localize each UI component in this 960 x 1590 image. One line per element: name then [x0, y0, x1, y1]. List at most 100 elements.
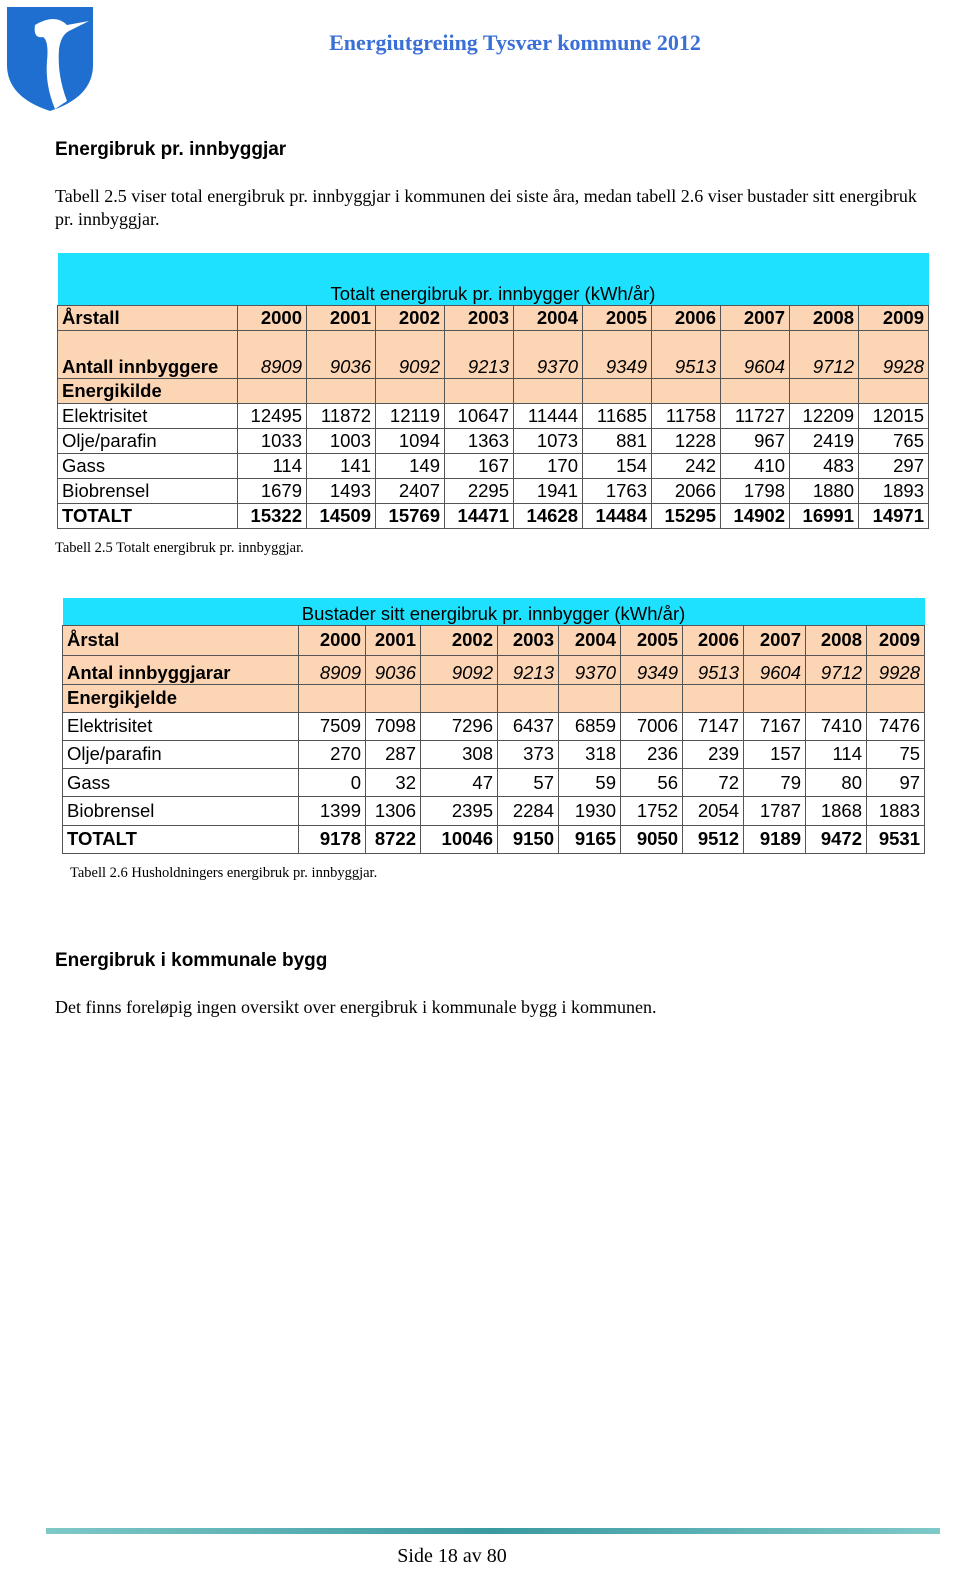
- row-label: Elektrisitet: [62, 711, 299, 741]
- cell: 9036: [365, 654, 421, 685]
- cell: 157: [743, 739, 806, 770]
- cell: 59: [558, 768, 621, 798]
- cell: 11444: [513, 402, 583, 429]
- cell: 141: [306, 452, 376, 479]
- caption: Tabell 2.6 Husholdningers energibruk pr.…: [70, 865, 378, 881]
- cell: 1798: [720, 477, 790, 504]
- table-row: TOTALT 15322 14509 15769 14471 14628 14484 1529…: [57, 502, 930, 529]
- cell: 0: [298, 768, 366, 798]
- heading: Energibruk i kommunale bygg: [55, 950, 328, 971]
- cell: 47: [420, 768, 498, 798]
- table-row: Antall innbyggere 8909 9036 9092 9213 9370 934…: [57, 329, 930, 379]
- year-cell: 2007: [743, 624, 806, 656]
- cell: 7476: [865, 711, 926, 741]
- cell: 14971: [857, 502, 930, 529]
- cell: 154: [582, 452, 652, 479]
- cell: 9213: [444, 329, 514, 379]
- empty-cell: [298, 683, 366, 713]
- cell: 9165: [558, 824, 621, 854]
- table-row: TOTALT 9178 8722 10046 9150 9165 9050 9512 9189 9…: [62, 824, 926, 854]
- empty-cell: [720, 377, 790, 404]
- data-table: Totalt energibruk pr. innbygger (kWh/år)…: [57, 253, 930, 529]
- empty-cell: [857, 377, 930, 404]
- empty-cell: [306, 377, 376, 404]
- cell: 1763: [582, 477, 652, 504]
- data-table: Bustader sitt energibruk pr. innbygger (…: [62, 598, 926, 854]
- cell: 14902: [720, 502, 790, 529]
- table-title: Bustader sitt energibruk pr. innbygger (…: [62, 598, 925, 625]
- cell: 9370: [513, 329, 583, 379]
- cell: 56: [620, 768, 683, 798]
- cell: 7167: [743, 711, 806, 741]
- year-cell: 2006: [682, 624, 744, 656]
- empty-cell: [865, 683, 926, 713]
- row-label: Biobrensel: [62, 796, 299, 826]
- table-row: Biobrensel 1679 1493 2407 2295 1941 1763 2066 17…: [57, 477, 930, 504]
- cell: 9712: [805, 654, 867, 685]
- empty-cell: [789, 377, 859, 404]
- cell: 14628: [513, 502, 583, 529]
- cell: 9349: [620, 654, 683, 685]
- cell: 7147: [682, 711, 744, 741]
- cell: 114: [237, 452, 307, 479]
- page-number: Side 18 av 80: [397, 1545, 507, 1567]
- table-row: Bustader sitt energibruk pr. innbygger (…: [62, 598, 925, 625]
- cell: 9178: [298, 824, 366, 854]
- cell: 9349: [582, 329, 652, 379]
- cell: 10046: [420, 824, 498, 854]
- table-row: Antal innbyggjarar 8909 9036 9092 9213 9370 93…: [62, 654, 926, 685]
- year-cell: 2003: [497, 624, 559, 656]
- year-cell: 2004: [558, 624, 621, 656]
- cell: 1073: [513, 427, 583, 454]
- cell: 9513: [682, 654, 744, 685]
- row-label: Energikjelde: [62, 683, 299, 713]
- year-cell: 2008: [805, 624, 867, 656]
- cell: 14509: [306, 502, 376, 529]
- cell: 236: [620, 739, 683, 770]
- row-label: Olje/parafin: [57, 427, 238, 454]
- cell: 1893: [857, 477, 930, 504]
- paragraph: Tabell 2.5 viser total energibruk pr. in…: [55, 186, 917, 229]
- year-cell: 2002: [375, 304, 445, 331]
- cell: 114: [805, 739, 867, 770]
- cell: 9513: [651, 329, 721, 379]
- cell: 6859: [558, 711, 621, 741]
- cell: 308: [420, 739, 498, 770]
- empty-cell: [582, 377, 652, 404]
- cell: 12119: [375, 402, 445, 429]
- cell: 7296: [420, 711, 498, 741]
- cell: 242: [651, 452, 721, 479]
- cell: 75: [865, 739, 926, 770]
- table-row: Energikjelde: [62, 683, 926, 713]
- table-row: Gass 114 141 149 167 170 154 242 410 483 297: [57, 452, 930, 479]
- cell: 72: [682, 768, 744, 798]
- year-cell: 2005: [582, 304, 652, 331]
- cell: 9928: [865, 654, 926, 685]
- cell: 1003: [306, 427, 376, 454]
- cell: 1752: [620, 796, 683, 826]
- cell: 8722: [365, 824, 421, 854]
- cell: 9092: [420, 654, 498, 685]
- cell: 9050: [620, 824, 683, 854]
- year-cell: 2002: [420, 624, 498, 656]
- cell: 1363: [444, 427, 514, 454]
- empty-cell: [365, 683, 421, 713]
- cell: 2395: [420, 796, 498, 826]
- cell: 167: [444, 452, 514, 479]
- footer-rule: [46, 1528, 940, 1534]
- cell: 9712: [789, 329, 859, 379]
- cell: 12495: [237, 402, 307, 429]
- cell: 15295: [651, 502, 721, 529]
- table-row: Årstal 2000 2001 2002 2003 2004 2005 2006 2007 20…: [62, 624, 926, 656]
- cell: 97: [865, 768, 926, 798]
- year-cell: 2001: [306, 304, 376, 331]
- empty-cell: [497, 683, 559, 713]
- cell: 11872: [306, 402, 376, 429]
- year-cell: 2009: [857, 304, 930, 331]
- cell: 12209: [789, 402, 859, 429]
- cell: 7098: [365, 711, 421, 741]
- table-row: Olje/parafin 270 287 308 373 318 236 239 157 114 7…: [62, 739, 926, 770]
- year-cell: 2000: [237, 304, 307, 331]
- cell: 9531: [865, 824, 926, 854]
